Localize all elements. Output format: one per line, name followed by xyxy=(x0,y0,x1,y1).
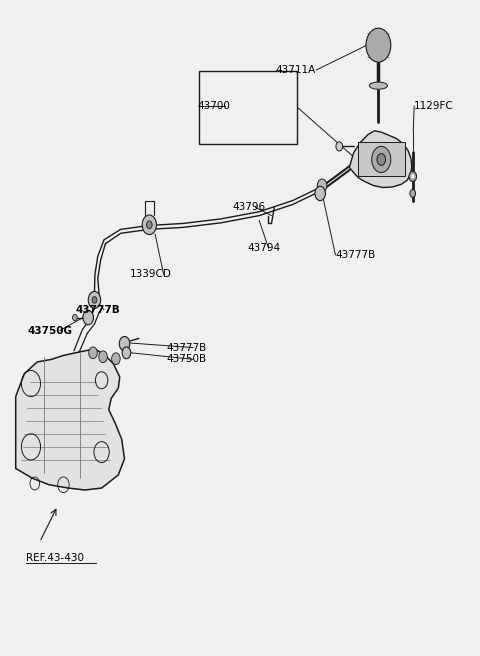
Text: 43750G: 43750G xyxy=(28,325,72,336)
Bar xyxy=(359,142,405,176)
Text: 1129FC: 1129FC xyxy=(414,101,454,111)
Circle shape xyxy=(377,154,385,165)
Text: 43777B: 43777B xyxy=(75,304,120,315)
Circle shape xyxy=(146,221,152,229)
Circle shape xyxy=(366,28,391,62)
Circle shape xyxy=(142,215,156,235)
Text: 43796: 43796 xyxy=(233,202,266,212)
Circle shape xyxy=(72,314,77,321)
Text: REF.43-430: REF.43-430 xyxy=(26,553,84,563)
Text: 43750B: 43750B xyxy=(166,354,206,364)
Circle shape xyxy=(112,353,120,365)
Circle shape xyxy=(99,351,108,363)
Text: 43700: 43700 xyxy=(197,101,230,111)
Circle shape xyxy=(410,190,416,197)
Circle shape xyxy=(372,146,391,173)
Circle shape xyxy=(411,174,414,178)
Circle shape xyxy=(122,347,131,359)
Text: 43777B: 43777B xyxy=(166,342,206,352)
Text: 43794: 43794 xyxy=(247,243,280,253)
Ellipse shape xyxy=(369,82,387,89)
Circle shape xyxy=(317,179,327,192)
Text: 1339CD: 1339CD xyxy=(130,270,172,279)
Polygon shape xyxy=(349,131,412,188)
Circle shape xyxy=(409,171,417,182)
Circle shape xyxy=(119,337,130,351)
Circle shape xyxy=(89,347,97,359)
Circle shape xyxy=(92,297,97,303)
Text: 43777B: 43777B xyxy=(336,250,376,260)
Circle shape xyxy=(315,186,325,201)
Circle shape xyxy=(336,142,343,151)
Polygon shape xyxy=(16,349,124,490)
Circle shape xyxy=(88,291,101,308)
Text: 43711A: 43711A xyxy=(276,65,316,75)
Bar xyxy=(199,71,297,144)
Circle shape xyxy=(83,310,94,325)
